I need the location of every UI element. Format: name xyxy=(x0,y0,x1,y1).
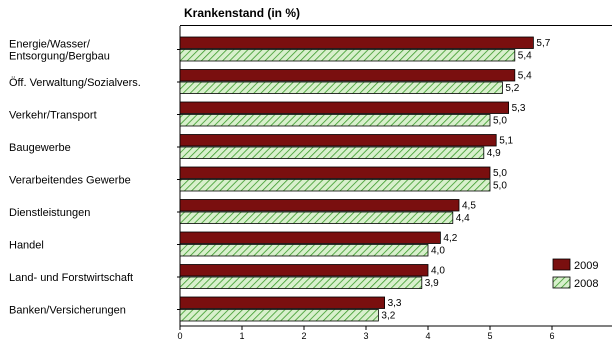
bar-2008-6 xyxy=(180,245,428,257)
bar-2008-1 xyxy=(180,82,502,94)
category-label-3: Baugewerbe xyxy=(9,142,71,154)
bar-2009-1 xyxy=(180,70,515,82)
category-label-2: Verkehr/Transport xyxy=(9,110,97,122)
top-border xyxy=(180,25,612,26)
value-label-2009-4: 5,0 xyxy=(493,168,507,179)
bar-2009-8 xyxy=(180,297,385,309)
x-tick-label-4: 4 xyxy=(425,331,430,341)
x-tick-label-2: 2 xyxy=(301,331,306,341)
value-label-2009-2: 5,3 xyxy=(512,103,526,114)
x-tick-label-0: 0 xyxy=(177,331,182,341)
bar-2008-8 xyxy=(180,310,378,322)
value-label-2008-5: 4,4 xyxy=(456,213,470,224)
value-label-2008-4: 5,0 xyxy=(493,181,507,192)
value-label-2009-0: 5,7 xyxy=(536,38,550,49)
x-tick-label-6: 6 xyxy=(549,331,554,341)
bar-2009-0 xyxy=(180,37,533,49)
value-label-2008-3: 4,9 xyxy=(487,148,501,159)
value-label-2009-8: 3,3 xyxy=(388,298,402,309)
value-label-2008-1: 5,2 xyxy=(505,83,519,94)
legend-swatch-2008 xyxy=(553,277,570,288)
x-tick-label-3: 3 xyxy=(363,331,368,341)
category-label-0-line-0: Energie/Wasser/ xyxy=(9,39,91,51)
category-label-1: Öff. Verwaltung/Sozialvers. xyxy=(9,77,141,89)
bar-2008-7 xyxy=(180,277,422,289)
bar-2009-5 xyxy=(180,200,459,212)
bar-2009-6 xyxy=(180,232,440,244)
value-label-2008-8: 3,2 xyxy=(381,311,395,322)
category-label-5: Dienstleistungen xyxy=(9,207,90,219)
category-label-6: Handel xyxy=(9,240,44,252)
value-label-2008-7: 3,9 xyxy=(425,278,439,289)
category-label-0-line-1: Entsorgung/Bergbau xyxy=(9,51,110,63)
bar-2008-2 xyxy=(180,115,490,127)
chart-title: Krankenstand (in %) xyxy=(184,6,300,20)
bar-2008-3 xyxy=(180,147,484,159)
bar-2009-4 xyxy=(180,167,490,179)
value-label-2009-1: 5,4 xyxy=(518,71,532,82)
value-label-2009-5: 4,5 xyxy=(462,201,476,212)
x-tick-label-5: 5 xyxy=(487,331,492,341)
legend: 2009 2008 xyxy=(553,259,598,290)
bar-2008-0 xyxy=(180,50,515,62)
value-label-2009-7: 4,0 xyxy=(431,266,445,277)
x-tick-label-1: 1 xyxy=(239,331,244,341)
legend-label-2009: 2009 xyxy=(574,260,598,272)
value-label-2008-2: 5,0 xyxy=(493,116,507,127)
legend-swatch-2009 xyxy=(553,259,570,270)
bar-2008-4 xyxy=(180,180,490,192)
category-label-8: Banken/Versicherungen xyxy=(9,305,126,317)
plot-area: 0 1 2 3 4 5 6 Energie/Wasser/Entsorgung/Bergbau… xyxy=(9,25,612,341)
value-label-2009-3: 5,1 xyxy=(499,136,513,147)
category-label-7: Land- und Forstwirtschaft xyxy=(9,272,133,284)
value-label-2009-6: 4,2 xyxy=(443,233,457,244)
category-label-4: Verarbeitendes Gewerbe xyxy=(9,175,131,187)
value-label-2008-0: 5,4 xyxy=(518,51,532,62)
bar-2008-5 xyxy=(180,212,453,224)
bar-2009-2 xyxy=(180,102,509,114)
legend-label-2008: 2008 xyxy=(574,278,598,290)
value-label-2008-6: 4,0 xyxy=(431,246,445,257)
bar-2009-3 xyxy=(180,135,496,147)
bar-2009-7 xyxy=(180,265,428,277)
